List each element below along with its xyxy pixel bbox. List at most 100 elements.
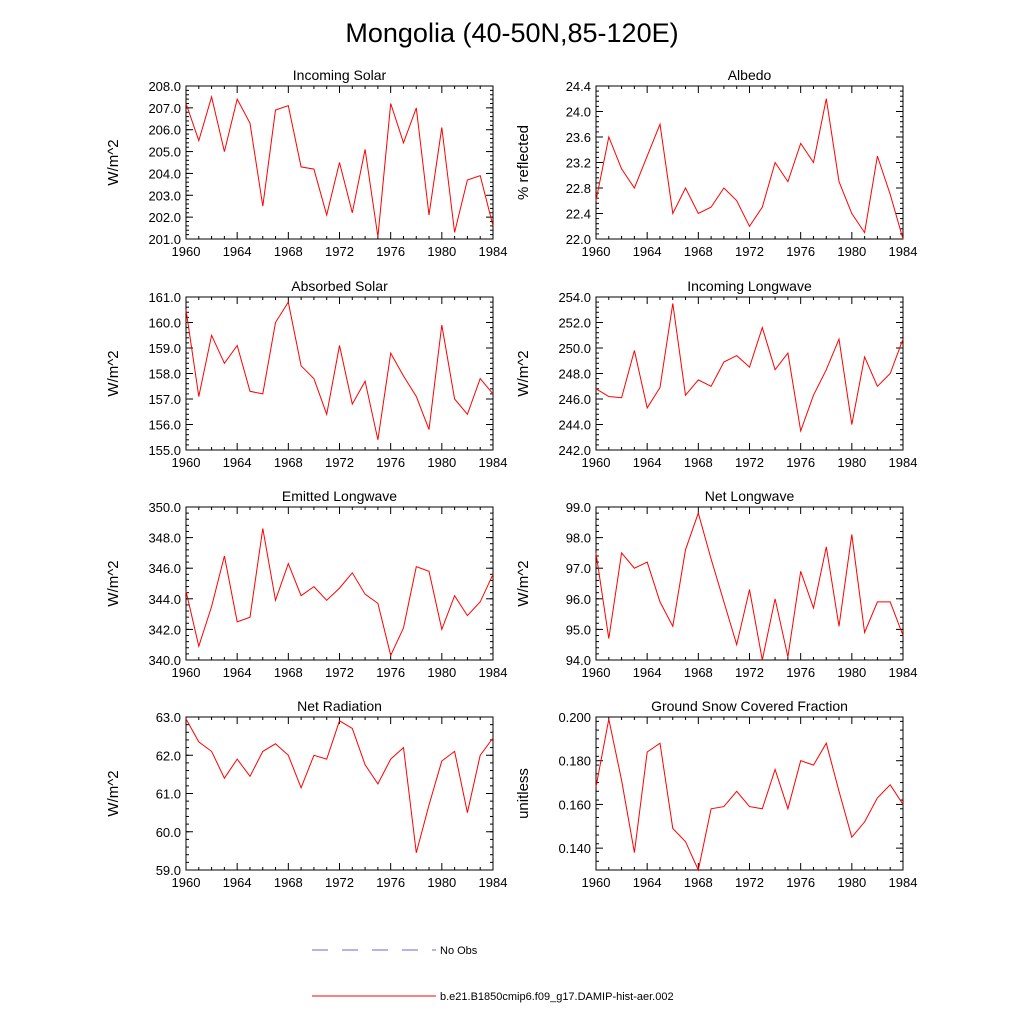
- y-tick-label: 99.0: [566, 500, 591, 515]
- x-tick-label: 1964: [223, 875, 252, 890]
- y-tick-label: 250.0: [558, 341, 591, 356]
- y-axis-label: W/m^2: [515, 350, 532, 396]
- y-tick-label: 252.0: [558, 316, 591, 331]
- x-tick-label: 1980: [837, 244, 866, 259]
- y-tick-label: 59.0: [156, 863, 181, 878]
- x-tick-label: 1972: [735, 244, 764, 259]
- y-axis-label: W/m^2: [105, 770, 122, 816]
- x-tick-label: 1972: [735, 875, 764, 890]
- panel-incoming-solar: Incoming Solar W/m^2 1960 1964 1968 1972 1976 1…: [105, 67, 507, 259]
- panel-net-longwave: Net Longwave W/m^2 1960 1964 1968 1972 1976 198…: [515, 488, 917, 680]
- legend: No Obs b.e21.B1850cmip6.f09_g17.DAMIP-hi…: [312, 945, 674, 1003]
- x-tick-label: 1972: [325, 665, 354, 680]
- x-tick-label: 1976: [376, 875, 405, 890]
- x-tick-label: 1964: [633, 665, 662, 680]
- x-tick-label: 1960: [582, 665, 611, 680]
- x-tick-label: 1960: [582, 875, 611, 890]
- x-tick-label: 1984: [889, 665, 918, 680]
- plot-frame: [185, 506, 494, 661]
- y-tick-label: 24.0: [566, 105, 591, 120]
- y-tick-label: 0.200: [558, 710, 591, 725]
- y-tick-label: 158.0: [148, 367, 181, 382]
- series-line-incoming-longwave: [595, 303, 904, 433]
- x-tick-label: 1964: [223, 455, 252, 470]
- panel-emitted-longwave: Emitted Longwave W/m^2 1960 1964 1968 1972 197…: [105, 488, 507, 680]
- y-tick-label: 340.0: [148, 653, 181, 668]
- y-axis-label: W/m^2: [515, 560, 532, 606]
- x-tick-label: 1964: [223, 244, 252, 259]
- series-line-albedo: [595, 98, 904, 240]
- plot-frame: [185, 716, 494, 871]
- panel-ground-snow-covered-fraction: Ground Snow Covered Fraction unitless 1960…: [515, 698, 917, 890]
- series-line-net-radiation: [185, 718, 494, 853]
- y-tick-label: 246.0: [558, 392, 591, 407]
- x-tick-label: 1984: [479, 665, 508, 680]
- panel-albedo: Albedo % reflected 1960 1964 1968 1972 1976 198…: [515, 67, 917, 259]
- y-tick-label: 0.160: [558, 797, 591, 812]
- plot-frame: [595, 296, 904, 451]
- y-tick-label: 23.2: [566, 156, 591, 171]
- x-tick-label: 1972: [735, 455, 764, 470]
- x-tick-label: 1976: [376, 244, 405, 259]
- y-axis-label: W/m^2: [105, 560, 122, 606]
- y-tick-label: 22.8: [566, 181, 591, 196]
- y-tick-label: 244.0: [558, 418, 591, 433]
- panel-net-radiation: Net Radiation W/m^2 1960 1964 1968 1972 1976 19…: [105, 698, 507, 890]
- x-tick-label: 1960: [582, 455, 611, 470]
- y-tick-label: 254.0: [558, 290, 591, 305]
- x-tick-label: 1984: [479, 875, 508, 890]
- legend-obs-label: No Obs: [440, 945, 478, 957]
- y-tick-label: 160.0: [148, 316, 181, 331]
- panel-title: Incoming Longwave: [687, 278, 812, 294]
- series-line-incoming-solar: [185, 94, 494, 237]
- y-tick-label: 98.0: [566, 531, 591, 546]
- x-tick-label: 1968: [684, 244, 713, 259]
- x-tick-label: 1980: [837, 665, 866, 680]
- x-tick-label: 1960: [172, 875, 201, 890]
- panel-title: Incoming Solar: [293, 67, 387, 83]
- x-tick-label: 1968: [274, 875, 303, 890]
- y-tick-label: 161.0: [148, 290, 181, 305]
- x-tick-label: 1984: [479, 455, 508, 470]
- x-tick-label: 1976: [786, 875, 815, 890]
- x-tick-label: 1980: [427, 244, 456, 259]
- panel-title: Net Radiation: [297, 698, 382, 714]
- x-tick-label: 1976: [376, 665, 405, 680]
- x-tick-label: 1980: [427, 875, 456, 890]
- panel-title: Ground Snow Covered Fraction: [651, 698, 848, 714]
- panels: Incoming Solar W/m^2 1960 1964 1968 1972 1976 1…: [105, 67, 917, 890]
- x-tick-label: 1964: [633, 875, 662, 890]
- x-tick-label: 1968: [684, 665, 713, 680]
- x-tick-label: 1968: [274, 455, 303, 470]
- y-tick-label: 94.0: [566, 653, 591, 668]
- y-tick-label: 61.0: [156, 787, 181, 802]
- y-tick-label: 350.0: [148, 500, 181, 515]
- y-tick-label: 22.0: [566, 232, 591, 247]
- y-tick-label: 24.4: [566, 79, 591, 94]
- y-tick-label: 60.0: [156, 825, 181, 840]
- x-tick-label: 1960: [172, 455, 201, 470]
- x-tick-label: 1968: [274, 244, 303, 259]
- x-tick-label: 1964: [633, 244, 662, 259]
- x-tick-label: 1972: [735, 665, 764, 680]
- y-tick-label: 242.0: [558, 443, 591, 458]
- y-tick-label: 159.0: [148, 341, 181, 356]
- y-axis-label: % reflected: [515, 125, 532, 200]
- x-tick-label: 1960: [172, 244, 201, 259]
- x-tick-label: 1960: [172, 665, 201, 680]
- x-tick-label: 1960: [582, 244, 611, 259]
- y-tick-label: 207.0: [148, 101, 181, 116]
- plot-frame: [185, 296, 494, 451]
- plot-frame: [595, 85, 904, 240]
- y-axis-label: W/m^2: [105, 139, 122, 185]
- figure-title: Mongolia (40-50N,85-120E): [345, 18, 678, 48]
- x-tick-label: 1972: [325, 875, 354, 890]
- y-tick-label: 205.0: [148, 145, 181, 160]
- x-tick-label: 1976: [786, 455, 815, 470]
- panel-incoming-longwave: Incoming Longwave W/m^2 1960 1964 1968 1972 19…: [515, 278, 917, 470]
- x-tick-label: 1980: [427, 455, 456, 470]
- y-tick-label: 202.0: [148, 210, 181, 225]
- y-tick-label: 23.6: [566, 130, 591, 145]
- panel-title: Albedo: [728, 67, 772, 83]
- x-tick-label: 1984: [889, 244, 918, 259]
